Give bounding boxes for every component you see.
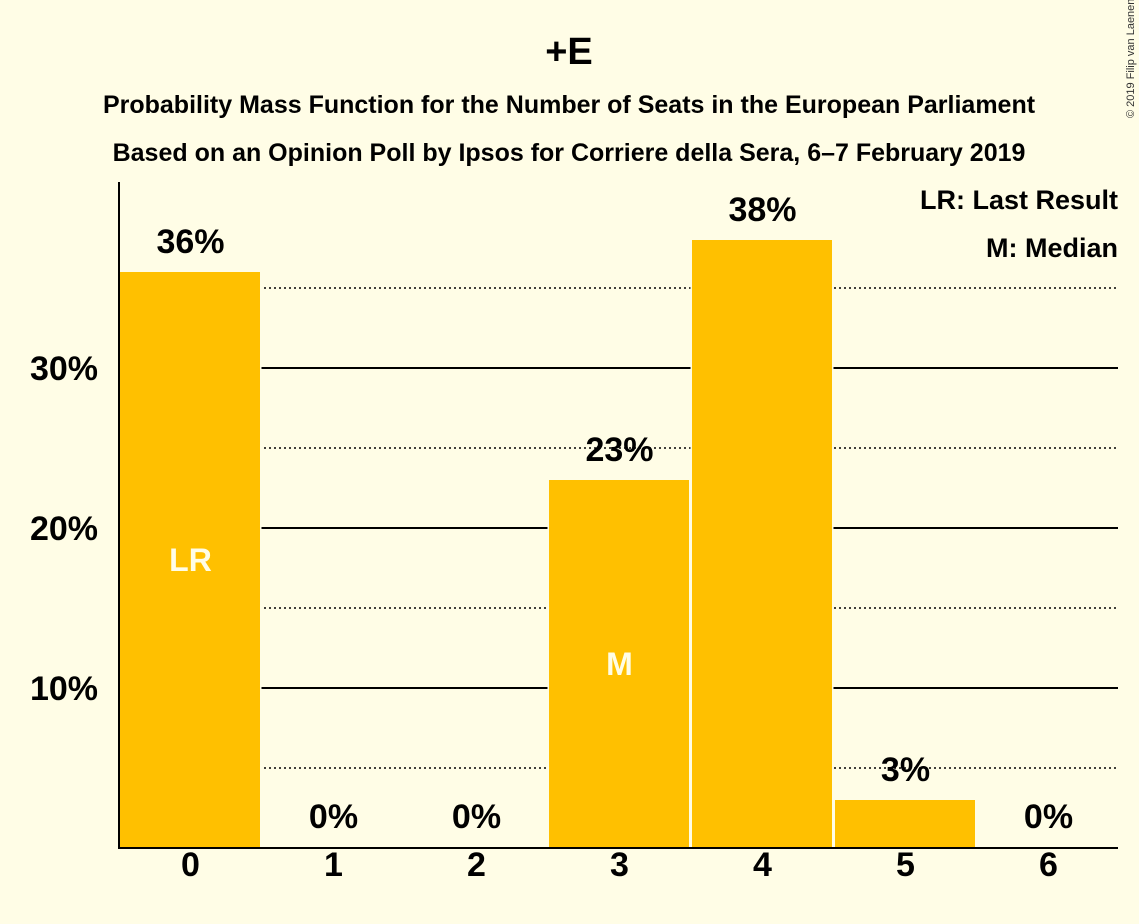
chart-subtitle-line1: Probability Mass Function for the Number… xyxy=(103,91,1036,119)
bar-value-label: 38% xyxy=(728,191,796,229)
bar xyxy=(692,240,832,847)
x-tick-label: 1 xyxy=(324,846,343,884)
bar-value-label: 0% xyxy=(452,798,501,836)
legend-last-result: LR: Last Result xyxy=(920,185,1118,215)
copyright-notice: © 2019 Filip van Laenen xyxy=(1125,0,1137,118)
x-tick-labels: 0 1 2 3 4 5 6 xyxy=(181,846,1058,884)
x-tick-label: 6 xyxy=(1039,846,1058,884)
y-tick-label: 20% xyxy=(30,510,98,548)
bar-marker-label: M xyxy=(606,646,633,682)
x-tick-label: 5 xyxy=(896,846,915,884)
bar-value-label: 0% xyxy=(1024,798,1073,836)
y-tick-label: 30% xyxy=(30,350,98,388)
y-tick-labels: 10% 20% 30% xyxy=(30,350,98,708)
bar-value-label: 0% xyxy=(309,798,358,836)
x-tick-label: 2 xyxy=(467,846,486,884)
x-tick-label: 3 xyxy=(610,846,629,884)
bar-labels: 36% LR 0% 0% 23% M 38% 3% 0% xyxy=(156,191,1073,836)
bar xyxy=(120,272,260,847)
bar-value-label: 3% xyxy=(881,751,930,789)
legend-median: M: Median xyxy=(986,233,1118,263)
bars xyxy=(118,240,977,848)
y-tick-label: 10% xyxy=(30,670,98,708)
x-tick-label: 0 xyxy=(181,846,200,884)
gridlines xyxy=(119,287,1118,769)
bar xyxy=(549,480,689,847)
bar-marker-label: LR xyxy=(169,542,212,578)
chart-subtitle-line2: Based on an Opinion Poll by Ipsos for Co… xyxy=(113,139,1026,167)
x-tick-label: 4 xyxy=(753,846,772,884)
bar-value-label: 36% xyxy=(156,223,224,261)
bar-value-label: 23% xyxy=(585,431,653,469)
chart-title: +E xyxy=(545,31,593,73)
bar xyxy=(835,800,975,847)
